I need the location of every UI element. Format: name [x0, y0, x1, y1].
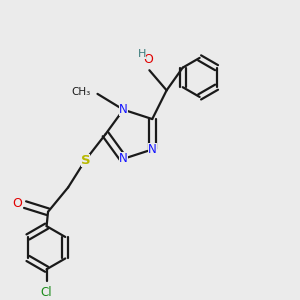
Text: N: N: [119, 103, 128, 116]
Text: H: H: [138, 49, 146, 59]
Text: S: S: [81, 154, 90, 166]
Text: CH₃: CH₃: [71, 87, 90, 98]
Text: O: O: [143, 53, 153, 66]
Text: O: O: [12, 197, 22, 210]
Text: N: N: [119, 152, 128, 165]
Text: Cl: Cl: [41, 286, 52, 299]
Text: N: N: [148, 143, 157, 156]
